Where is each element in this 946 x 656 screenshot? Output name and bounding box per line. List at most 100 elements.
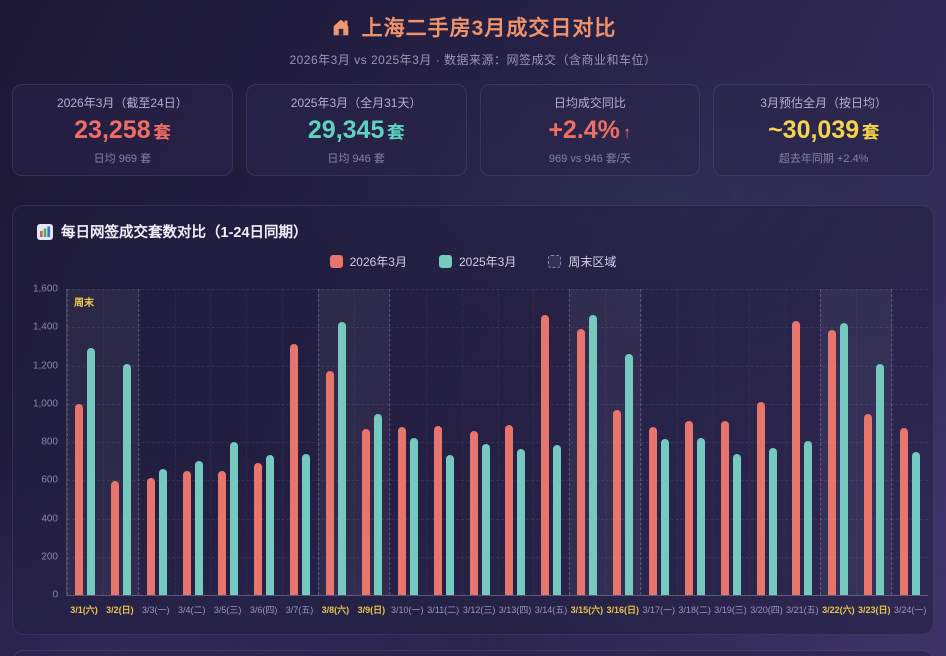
bar-2025年3月-3/20(四)[interactable] bbox=[768, 447, 777, 595]
day-slot bbox=[282, 289, 318, 595]
bar-2026年3月-3/16(日)[interactable] bbox=[613, 410, 622, 595]
bar-2026年3月-3/3(一)[interactable] bbox=[146, 478, 155, 595]
y-tick-label: 200 bbox=[41, 551, 58, 563]
x-tick-label: 3/13(四) bbox=[498, 605, 532, 615]
gridline bbox=[676, 289, 678, 595]
day-slot bbox=[605, 289, 641, 595]
bar-2025年3月-3/1(六)[interactable] bbox=[86, 348, 95, 595]
x-tick-label: 3/19(三) bbox=[714, 605, 747, 615]
bar-2025年3月-3/3(一)[interactable] bbox=[158, 468, 167, 595]
x-tick-label: 3/10(一) bbox=[391, 605, 424, 615]
bar-2025年3月-3/11(二)[interactable] bbox=[445, 455, 454, 595]
day-slot bbox=[641, 289, 677, 595]
x-tick-label: 3/14(五) bbox=[534, 605, 568, 615]
bar-2025年3月-3/19(三)[interactable] bbox=[732, 454, 741, 595]
bar-2025年3月-3/9(日)[interactable] bbox=[373, 414, 382, 595]
bar-2025年3月-3/12(三)[interactable] bbox=[481, 443, 490, 595]
bar-2026年3月-3/8(六)[interactable] bbox=[326, 371, 335, 595]
bar-2025年3月-3/24(一)[interactable] bbox=[912, 451, 921, 595]
legend-item-0[interactable]: 2026年3月 bbox=[329, 253, 407, 270]
bar-2025年3月-3/14(五)[interactable] bbox=[553, 444, 562, 595]
bar-2025年3月-3/22(六)[interactable] bbox=[840, 323, 849, 595]
stat-card-value: +2.4% ↑ bbox=[548, 116, 632, 144]
y-tick-label: 800 bbox=[41, 436, 58, 448]
bar-2026年3月-3/23(日)[interactable] bbox=[864, 414, 873, 595]
chart-panel: 每日网签成交套数对比（1-24日同期） 2026年3月 2025年3月 周末区域 0… bbox=[12, 205, 934, 635]
bar-chart-icon bbox=[37, 223, 53, 240]
bar-2026年3月-3/18(二)[interactable] bbox=[684, 420, 693, 595]
day-slot bbox=[211, 289, 247, 595]
bar-2025年3月-3/23(日)[interactable] bbox=[876, 363, 885, 595]
bar-2026年3月-3/6(四)[interactable] bbox=[254, 463, 263, 595]
bar-2026年3月-3/20(四)[interactable] bbox=[756, 401, 765, 595]
bar-2026年3月-3/9(日)[interactable] bbox=[361, 428, 370, 595]
stat-card-label: 2025年3月（全月31天） bbox=[290, 96, 422, 110]
x-tick-label: 3/17(一) bbox=[642, 605, 675, 615]
legend-item-2[interactable]: 周末区域 bbox=[548, 253, 616, 270]
legend-item-1[interactable]: 2025年3月 bbox=[438, 253, 517, 270]
gridline bbox=[461, 289, 463, 595]
gridline bbox=[605, 289, 607, 595]
gridline bbox=[102, 289, 104, 595]
bar-2026年3月-3/14(五)[interactable] bbox=[541, 314, 550, 595]
bar-2026年3月-3/19(三)[interactable] bbox=[720, 420, 729, 595]
x-tick-label: 3/22(六) bbox=[822, 605, 855, 615]
x-tick-label: 3/9(日) bbox=[357, 605, 386, 615]
bar-2026年3月-3/12(三)[interactable] bbox=[469, 430, 478, 595]
gridline bbox=[67, 289, 928, 290]
bar-2025年3月-3/6(四)[interactable] bbox=[266, 455, 275, 595]
stat-card-value: ~30,039 套 bbox=[768, 116, 880, 144]
x-tick-label: 3/18(二) bbox=[678, 605, 711, 615]
bar-2025年3月-3/21(五)[interactable] bbox=[804, 441, 813, 595]
stat-card-value: 23,258 套 bbox=[74, 116, 171, 144]
bar-2026年3月-3/7(五)[interactable] bbox=[290, 343, 299, 595]
bar-2026年3月-3/13(四)[interactable] bbox=[505, 424, 514, 595]
gridline bbox=[892, 289, 894, 595]
bar-2025年3月-3/13(四)[interactable] bbox=[517, 448, 526, 595]
day-slot bbox=[749, 289, 785, 595]
bar-2026年3月-3/11(二)[interactable] bbox=[433, 425, 442, 595]
bar-2026年3月-3/24(一)[interactable] bbox=[900, 427, 909, 595]
bar-2026年3月-3/1(六)[interactable] bbox=[74, 403, 83, 595]
bar-2026年3月-3/21(五)[interactable] bbox=[792, 320, 801, 595]
x-tick-label: 3/1(六) bbox=[70, 605, 98, 615]
gridline bbox=[389, 289, 391, 595]
bar-2026年3月-3/10(一)[interactable] bbox=[397, 426, 406, 595]
x-tick-label: 3/8(六) bbox=[321, 605, 350, 615]
bar-2025年3月-3/7(五)[interactable] bbox=[302, 454, 311, 595]
x-tick-label: 3/6(四) bbox=[249, 605, 278, 615]
bar-2026年3月-3/5(三)[interactable] bbox=[218, 470, 227, 595]
x-tick-label: 3/23(日) bbox=[857, 605, 891, 615]
x-tick-label: 3/16(日) bbox=[606, 605, 640, 615]
day-slot bbox=[390, 289, 426, 595]
legend-label: 2026年3月 bbox=[349, 255, 407, 269]
legend-label: 2025年3月 bbox=[458, 255, 517, 269]
bar-2025年3月-3/16(日)[interactable] bbox=[625, 354, 634, 595]
x-tick-label: 3/15(六) bbox=[570, 605, 604, 615]
stat-card-sub: 日均 969 套 bbox=[93, 153, 152, 165]
bar-2025年3月-3/18(二)[interactable] bbox=[696, 438, 705, 595]
gridline bbox=[67, 327, 928, 329]
y-tick-label: 1,000 bbox=[32, 398, 58, 410]
bar-2026年3月-3/4(二)[interactable] bbox=[182, 470, 191, 595]
day-slot bbox=[820, 289, 856, 595]
stat-card-yoy: 日均成交同比 +2.4% ↑ 969 vs 946 套/天 bbox=[479, 84, 701, 176]
bar-2025年3月-3/15(六)[interactable] bbox=[589, 314, 598, 595]
bar-2025年3月-3/4(二)[interactable] bbox=[194, 461, 203, 595]
day-slot bbox=[318, 289, 354, 595]
bar-2025年3月-3/5(三)[interactable] bbox=[230, 442, 239, 595]
bar-2026年3月-3/22(六)[interactable] bbox=[828, 330, 837, 595]
gridline bbox=[712, 289, 714, 595]
x-tick-label: 3/12(三) bbox=[462, 605, 496, 615]
chart-legend: 2026年3月 2025年3月 周末区域 bbox=[13, 253, 933, 270]
bar-2026年3月-3/15(六)[interactable] bbox=[577, 329, 586, 595]
bar-2026年3月-3/17(一)[interactable] bbox=[648, 426, 657, 595]
bar-2025年3月-3/10(一)[interactable] bbox=[409, 438, 418, 595]
stat-cards-row: 2026年3月（截至24日） 23,258 套 日均 969 套 2025年3月（… bbox=[12, 84, 934, 176]
bar-2025年3月-3/8(六)[interactable] bbox=[338, 321, 347, 595]
gridline bbox=[640, 289, 642, 595]
y-tick-label: 400 bbox=[41, 513, 58, 524]
bar-2025年3月-3/17(一)[interactable] bbox=[660, 439, 669, 595]
bar-2026年3月-3/2(日)[interactable] bbox=[110, 481, 119, 595]
bar-2025年3月-3/2(日)[interactable] bbox=[122, 363, 131, 595]
